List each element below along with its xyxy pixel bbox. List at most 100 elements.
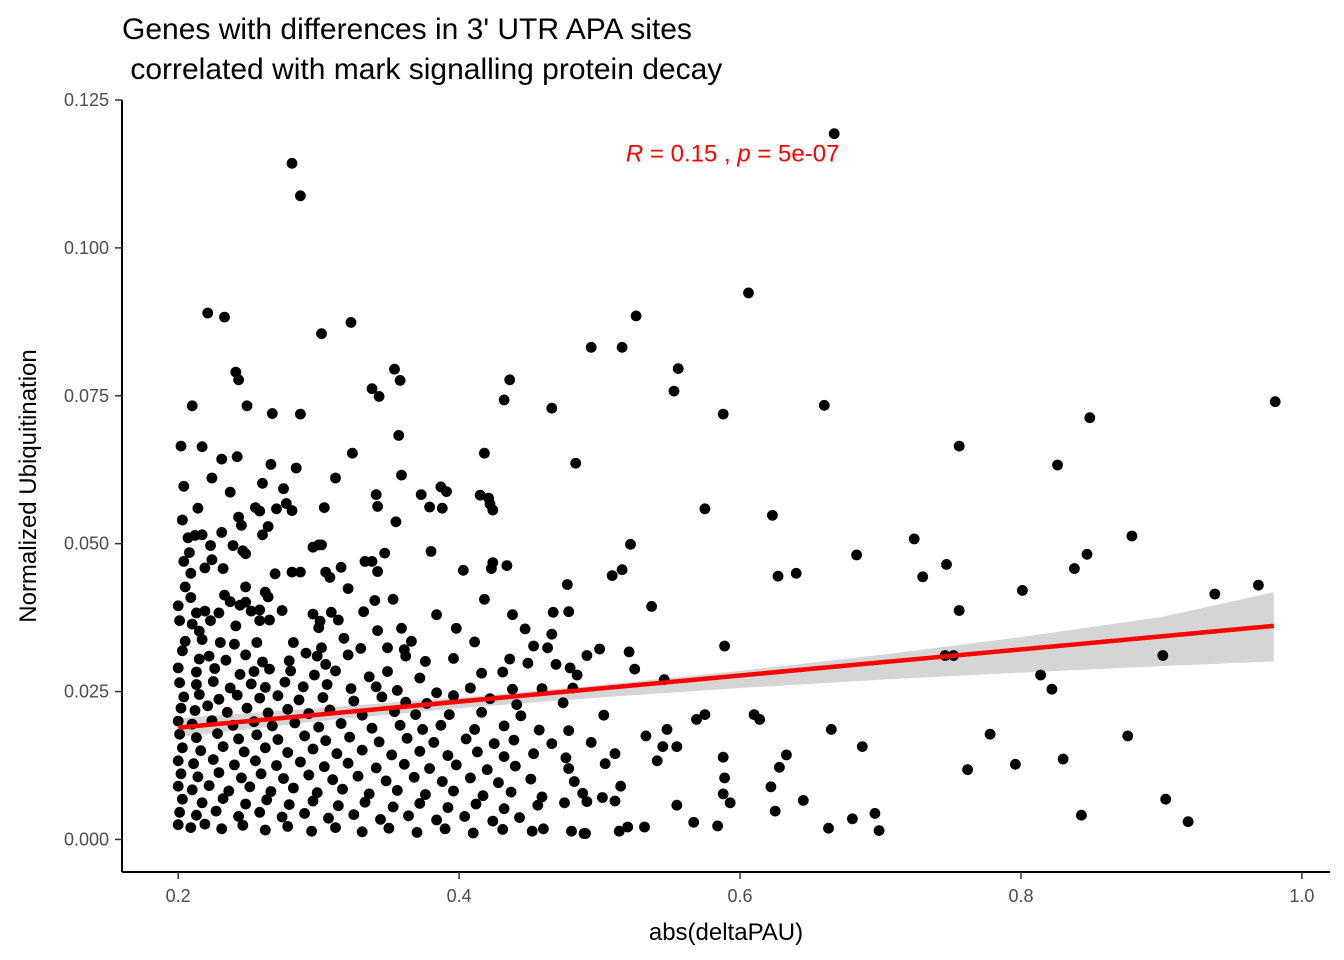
data-point: [514, 812, 525, 823]
data-point: [290, 462, 302, 474]
data-point: [498, 803, 510, 815]
data-point: [1253, 579, 1264, 591]
data-point: [199, 605, 211, 617]
data-point: [254, 505, 266, 517]
data-point: [366, 722, 378, 734]
data-point: [1010, 758, 1021, 770]
y-tick-label: 0.025: [64, 682, 109, 702]
data-point: [223, 785, 235, 797]
data-point: [224, 596, 236, 608]
data-point: [285, 665, 296, 677]
data-point: [307, 795, 319, 807]
data-point: [272, 734, 284, 745]
data-point: [330, 665, 341, 677]
data-point: [411, 827, 423, 838]
x-axis-ticks: 0.2 0.4 0.6 0.8 1.0: [166, 872, 1314, 906]
data-point: [236, 519, 247, 531]
data-point: [266, 408, 278, 419]
data-point: [917, 571, 929, 583]
data-point: [288, 637, 299, 648]
data-point: [467, 827, 479, 839]
data-point: [457, 564, 469, 576]
data-point: [400, 650, 412, 662]
data-point: [345, 317, 357, 328]
confidence-band-layer: [178, 592, 1274, 738]
data-point: [439, 823, 451, 835]
data-point: [265, 786, 277, 797]
p-value-text: = 5e-07: [751, 141, 840, 168]
data-point: [599, 758, 611, 770]
data-point: [609, 795, 621, 807]
data-point: [299, 808, 310, 819]
data-point: [501, 560, 513, 571]
data-point: [293, 694, 305, 706]
data-point: [668, 385, 680, 397]
data-point: [196, 797, 208, 809]
data-point: [233, 811, 245, 822]
data-point: [276, 605, 288, 616]
data-point: [255, 768, 267, 780]
data-point: [566, 825, 577, 837]
data-point: [561, 579, 573, 590]
data-point: [220, 654, 232, 666]
data-point: [244, 781, 256, 793]
data-point: [424, 501, 435, 513]
data-point: [295, 190, 306, 202]
data-point: [431, 814, 442, 826]
data-point: [234, 599, 246, 611]
data-point: [238, 746, 250, 758]
data-point: [316, 328, 327, 340]
data-point: [196, 529, 208, 541]
chart-title-line-2: correlated with mark signalling protein …: [122, 53, 722, 86]
data-point: [221, 706, 233, 718]
correlation-annotation: R = 0.15 , p = 5e-07: [593, 141, 860, 168]
data-point: [257, 656, 268, 668]
data-point: [373, 391, 385, 402]
data-point: [724, 797, 736, 809]
y-tick-label: 0.100: [64, 238, 109, 258]
data-point: [719, 640, 730, 652]
data-point: [424, 763, 435, 774]
data-point: [691, 714, 702, 725]
data-point: [174, 677, 186, 689]
data-point: [536, 791, 548, 803]
data-point: [519, 623, 531, 635]
data-point: [272, 690, 284, 702]
data-point: [193, 625, 205, 637]
data-point: [207, 754, 219, 765]
y-tick-label: 0.000: [64, 829, 109, 849]
data-point: [184, 547, 195, 558]
data-point: [213, 607, 225, 619]
x-tick-label: 0.2: [166, 886, 191, 906]
data-point: [469, 724, 480, 735]
data-point: [237, 819, 249, 831]
data-point: [1122, 730, 1134, 742]
data-point: [498, 751, 510, 762]
data-point: [282, 703, 294, 715]
data-point: [941, 559, 952, 570]
data-point: [606, 570, 618, 581]
data-point: [962, 764, 973, 776]
data-point: [233, 733, 245, 745]
data-point: [283, 799, 295, 810]
data-point: [797, 795, 809, 806]
data-point: [172, 755, 184, 767]
data-point: [330, 472, 341, 484]
data-point: [283, 655, 295, 667]
data-point: [192, 771, 204, 783]
data-point: [259, 682, 271, 693]
data-point: [536, 683, 548, 694]
data-point: [717, 408, 729, 420]
data-point: [337, 783, 348, 795]
data-point: [224, 486, 236, 498]
data-point: [1182, 816, 1194, 828]
data-point: [300, 647, 312, 659]
data-point: [203, 650, 215, 662]
data-point: [245, 605, 257, 617]
data-point: [380, 775, 392, 787]
data-point: [233, 511, 245, 523]
data-point: [321, 679, 333, 690]
data-point: [203, 780, 215, 791]
y-axis-ticks: 0.000 0.025 0.050 0.075 0.100 0.125: [64, 90, 122, 849]
confidence-band: [178, 592, 1274, 738]
